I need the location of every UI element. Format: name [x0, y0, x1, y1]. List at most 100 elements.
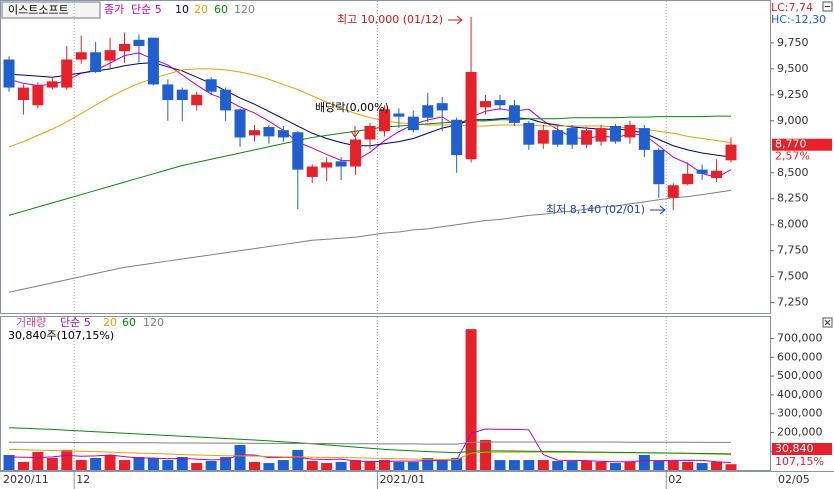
- candle-body: [711, 170, 723, 178]
- close-icon: [824, 319, 831, 326]
- volume-bar: [508, 460, 520, 470]
- candle-body: [119, 43, 131, 52]
- volume-average-line: [9, 441, 731, 445]
- volume-bar: [234, 445, 246, 470]
- candle-body: [552, 130, 564, 145]
- candle-body: [407, 116, 419, 131]
- candle-body: [277, 130, 289, 138]
- candle-body: [306, 166, 318, 177]
- volume-bar: [595, 461, 607, 470]
- price-tag-box: [772, 138, 832, 151]
- candle-body: [638, 128, 650, 150]
- candle-body: [595, 128, 607, 142]
- candle-body: [191, 94, 203, 106]
- volume-bar: [17, 461, 29, 470]
- change-tag: 2,57%: [775, 150, 810, 163]
- candle-body: [465, 71, 477, 160]
- volume-bar: [335, 461, 347, 470]
- volume-bar: [465, 329, 477, 470]
- x-tick-label: 12: [76, 473, 90, 486]
- candle-body: [624, 124, 636, 138]
- volume-bar: [609, 463, 621, 470]
- candle-body: [263, 127, 275, 137]
- volume-bar: [306, 460, 318, 470]
- candle-body: [393, 113, 405, 117]
- legend-entry: 20: [194, 3, 208, 16]
- low-annotation: 최저 8,140 (02/01): [546, 203, 645, 216]
- volume-bar: [537, 460, 549, 470]
- candle-body: [205, 79, 217, 92]
- volume-bar: [682, 461, 694, 470]
- volume-bar: [75, 460, 87, 470]
- volume-info: 30,840주(107,15%): [8, 329, 114, 342]
- volume-bar: [350, 460, 362, 470]
- legend-entry: 단순 5: [60, 316, 91, 329]
- title-box: [1, 1, 101, 19]
- candle-body: [90, 52, 102, 72]
- volume-bar: [480, 439, 492, 470]
- legend-entry: 20: [103, 316, 117, 329]
- volume-bar: [119, 460, 131, 470]
- legend-entry: 120: [234, 3, 255, 16]
- volume-bar: [638, 454, 650, 470]
- y-tick-label: 7,750: [777, 244, 809, 257]
- high-arrow: [448, 15, 463, 25]
- volume-bar: [378, 460, 390, 470]
- candle-body: [104, 50, 116, 61]
- volume-bar: [205, 460, 217, 470]
- volume-average-line: [8, 428, 732, 463]
- legend-prefix: 종가: [104, 3, 124, 16]
- candle-body: [248, 130, 260, 136]
- volume-bar: [624, 461, 636, 470]
- y-tick-label: 8,500: [777, 166, 809, 179]
- y-tick-label: 9,000: [777, 114, 809, 127]
- volume-bar: [667, 460, 679, 470]
- last-date-label: 02/05: [778, 473, 810, 486]
- candle-body: [451, 119, 463, 156]
- high-annotation: 최고 10,000 (01/12): [337, 13, 443, 26]
- volume-tag: 30,840: [775, 442, 814, 455]
- candle-body: [653, 149, 665, 185]
- volume-bar: [220, 457, 232, 470]
- hc-label: HC:-12,30: [771, 13, 826, 26]
- volume-bar: [133, 457, 145, 470]
- ratio-tag: 107,15%: [775, 455, 824, 468]
- candle-body: [696, 169, 708, 174]
- candle-body: [566, 128, 578, 145]
- candle-body: [508, 105, 520, 123]
- candle-body: [147, 37, 159, 85]
- candle-body: [162, 84, 174, 101]
- y-tick-label: 8,250: [777, 192, 809, 205]
- volume-bar: [3, 454, 15, 470]
- x-tick-label: 2021/01: [379, 473, 425, 486]
- volume-bar: [292, 449, 304, 470]
- volume-bar: [277, 460, 289, 470]
- volume-bar: [422, 457, 434, 470]
- volume-tag-box: [772, 443, 832, 455]
- candle-body: [17, 87, 29, 101]
- candle-body: [176, 89, 188, 101]
- y-tick-label: 200,000: [777, 425, 823, 438]
- candle-body: [682, 173, 694, 185]
- volume-bar: [451, 457, 463, 470]
- ex-dividend-annotation: 배당락(0,00%): [315, 101, 389, 114]
- candle-body: [133, 39, 145, 47]
- volume-bar: [32, 451, 44, 470]
- price-tag: 8,770: [775, 138, 807, 151]
- y-tick-label: 7,500: [777, 270, 809, 283]
- volume-panel: [0, 316, 771, 471]
- ex-dividend-arrow: [350, 126, 360, 138]
- volume-bar: [436, 460, 448, 470]
- volume-bar: [321, 463, 333, 470]
- volume-bar: [653, 460, 665, 470]
- low-arrow: [650, 205, 666, 215]
- volume-bar: [711, 461, 723, 470]
- candle-body: [3, 59, 15, 88]
- candle-body: [220, 89, 232, 111]
- y-tick-label: 700,000: [777, 332, 823, 345]
- y-tick-label: 8,000: [777, 218, 809, 231]
- candle-body: [32, 85, 44, 106]
- volume-bar: [494, 460, 506, 470]
- moving-average-line: [8, 189, 732, 293]
